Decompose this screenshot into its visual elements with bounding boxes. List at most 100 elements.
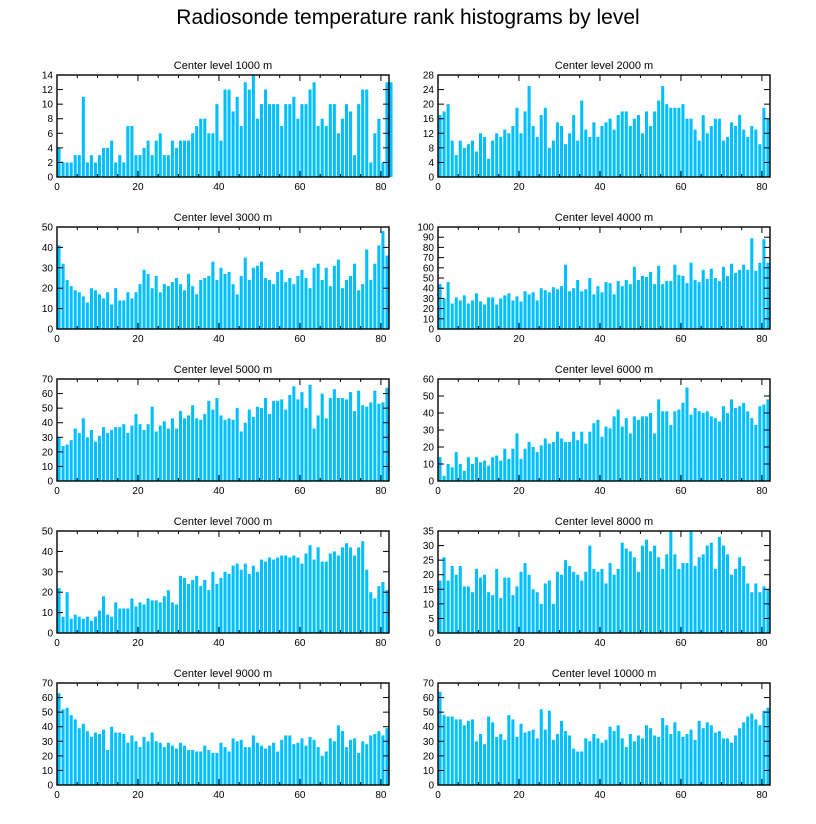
panel-4-bar [483, 304, 487, 329]
panel-10-bar [568, 735, 572, 785]
panel-5-bar [239, 431, 243, 481]
panel-1-bar [158, 133, 162, 177]
panel-3-bar [73, 290, 77, 329]
panel-4-bar [487, 297, 491, 329]
panel-6-ytick-label: 50 [423, 392, 435, 403]
panel-10-bar [616, 725, 620, 785]
panel-4-bar [632, 266, 636, 329]
panel-7-bar [65, 592, 69, 633]
panel-9-ytick-label: 50 [42, 708, 54, 719]
panel-9-bar [93, 732, 97, 785]
panel-3-bar [292, 284, 296, 329]
panel-1-bar [134, 155, 138, 177]
panel-1-bar [381, 162, 385, 177]
panel-6-xtick-label: 0 [435, 486, 441, 497]
panel-2-bar [661, 85, 665, 177]
panel-2-bar [685, 118, 689, 177]
panel-10-bar [754, 719, 758, 785]
panel-10-xtick-label: 0 [435, 790, 441, 801]
panel-10-bar [531, 729, 535, 785]
panel-7-bar [203, 579, 207, 633]
panel-7-bar [272, 559, 276, 633]
panel-8-bar [515, 586, 519, 633]
panel-5-bar [146, 424, 150, 481]
panel-1-bar [263, 89, 268, 177]
panel-1-ytick-label: 10 [42, 100, 54, 111]
panel-2-ytick-label: 4 [428, 158, 434, 169]
panel-5-bar [81, 418, 85, 481]
panel-3-bar [183, 290, 187, 329]
panel-9-bar [118, 732, 122, 785]
panel-4-bar [644, 276, 649, 329]
panel-2-bar [636, 115, 640, 177]
panel-2-bar [474, 151, 478, 177]
panel-4-bar [754, 270, 758, 329]
panel-7-ytick-label: 0 [47, 629, 53, 640]
panel-1-bar [85, 162, 89, 177]
panel-7-bar [85, 616, 89, 633]
panel-3-bar [304, 278, 308, 329]
panel-6-xtick-label: 60 [675, 486, 687, 497]
panel-7-bar [146, 598, 150, 633]
panel-6-bar [568, 441, 572, 481]
panel-2-bar [462, 147, 466, 177]
panel-2-bar [738, 115, 742, 177]
panel-6-bar [507, 458, 511, 481]
panel-9-xtick-label: 20 [132, 790, 144, 801]
panel-4-ytick-label: 70 [423, 253, 435, 264]
panel-2-bar [572, 115, 576, 177]
panel-7-bar [235, 563, 239, 633]
panel-10-bar [588, 741, 592, 785]
panel-2-bar [511, 126, 515, 177]
panel-5-bar [336, 397, 340, 481]
panel-1-bar [344, 104, 349, 177]
panel-10-bar [499, 734, 503, 785]
panel-5-ytick-label: 10 [42, 462, 54, 473]
panel-8-bar [742, 565, 746, 633]
panel-7-bar [154, 600, 158, 633]
panel-9-bar [280, 739, 284, 785]
panel-8-bar [487, 592, 491, 633]
panel-1-bar [385, 82, 389, 177]
panel-4-bar [499, 298, 503, 329]
panel-8-bar [717, 536, 721, 633]
panel-4-bar [766, 262, 770, 329]
panel-6-bar [681, 402, 685, 481]
panel-2-bar [499, 136, 503, 177]
panel-9-bar [57, 693, 61, 785]
panel-10-bar [624, 747, 628, 785]
panel-2-bar [564, 144, 568, 177]
panel-5-bar [138, 424, 142, 481]
panel-3-bar [195, 294, 199, 329]
panel-3-bar [231, 284, 235, 329]
panel-10-bar [511, 719, 515, 785]
panel-5-bar [292, 386, 296, 481]
panel-1-bar [211, 133, 215, 177]
panel-6-title: Center level 6000 m [555, 364, 653, 376]
panel-5-xtick-label: 80 [375, 486, 387, 497]
panel-10-bar [681, 736, 685, 785]
panel-1-bar [276, 104, 280, 177]
panel-3-bar [154, 275, 158, 329]
panel-10-bar [689, 729, 693, 785]
panel-4-bar [592, 294, 596, 329]
panel-5-bar [154, 431, 158, 481]
panel-2-bar [466, 144, 470, 177]
panel-6-bar [470, 464, 474, 481]
panel-5-bar [373, 390, 377, 481]
panel-2-bar [438, 115, 442, 177]
panel-8-bar [681, 563, 685, 633]
panel-10-bar [438, 691, 442, 785]
panel-6-bar [592, 423, 596, 481]
panel-4-bar [673, 264, 677, 329]
panel-9-bar [336, 725, 340, 785]
panel-1-bar [272, 104, 276, 177]
panel-5-ytick-label: 30 [42, 433, 54, 444]
panel-6-bar [734, 407, 738, 481]
panel-7-bar [170, 602, 174, 633]
panel-10-bar [519, 723, 523, 785]
panel-2-bar [709, 126, 713, 177]
panel-8-bar [470, 592, 474, 633]
panel-8-bar [738, 557, 742, 633]
panel-4-bar [721, 266, 725, 329]
